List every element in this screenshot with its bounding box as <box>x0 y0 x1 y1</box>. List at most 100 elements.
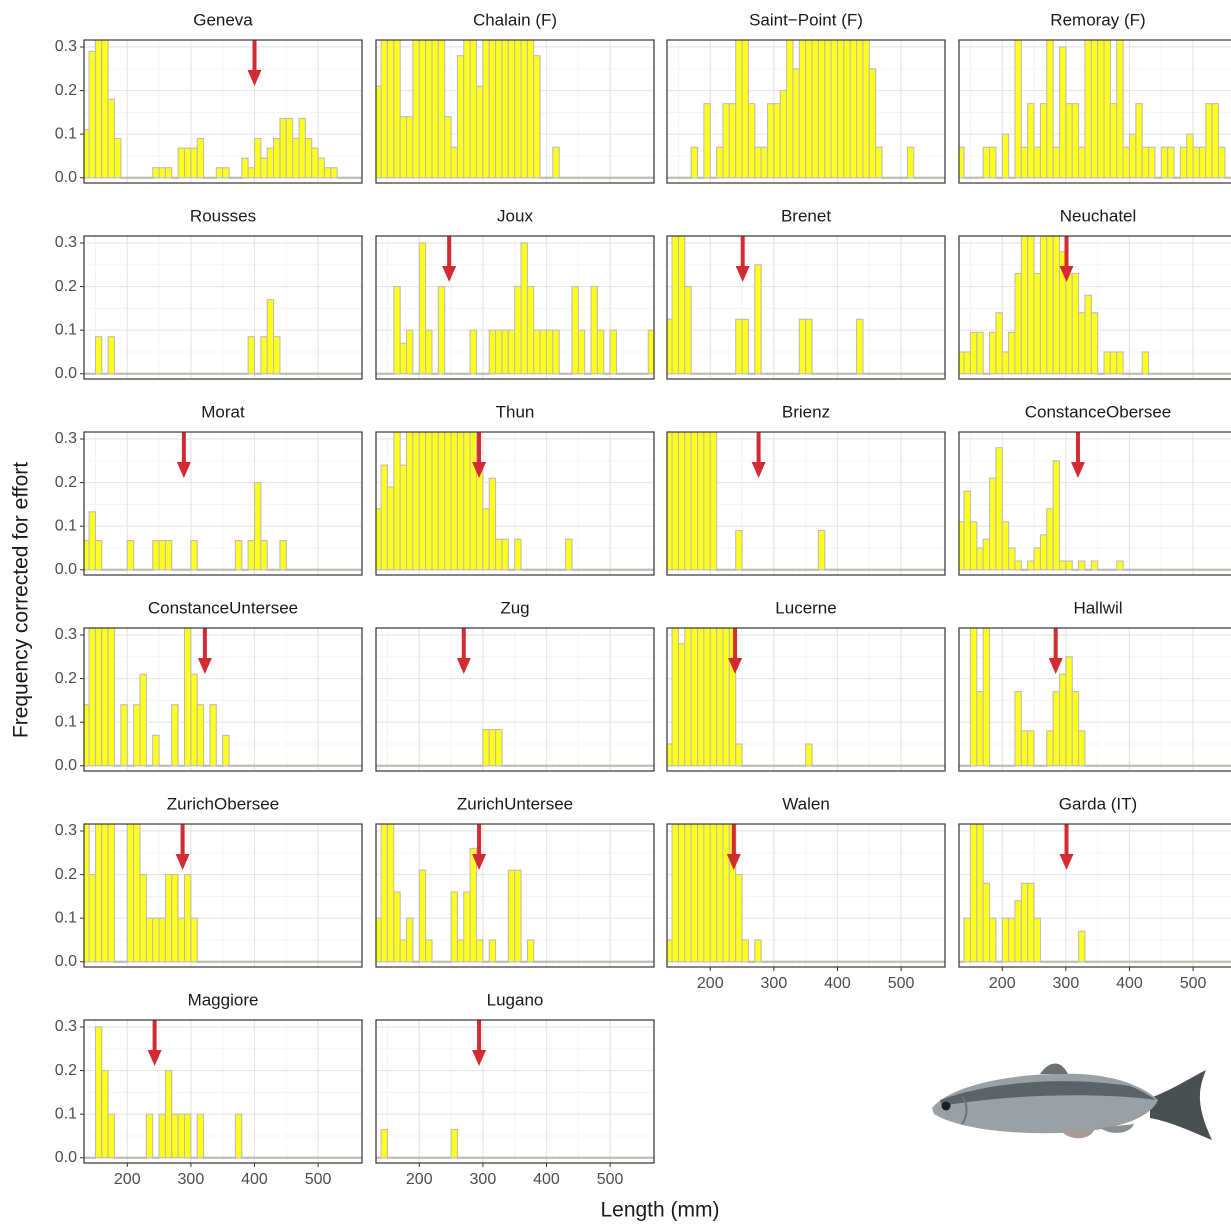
bar <box>571 568 579 571</box>
bar <box>894 764 902 767</box>
bar <box>647 1156 654 1159</box>
bar <box>1046 508 1054 571</box>
bar <box>355 568 362 571</box>
x-tick-label: 300 <box>178 1171 205 1188</box>
bar <box>1039 960 1048 963</box>
bar <box>1116 960 1124 963</box>
bar <box>1141 960 1150 963</box>
bar <box>380 464 389 571</box>
bar <box>88 1156 97 1159</box>
bar <box>444 960 452 963</box>
bar <box>635 568 643 571</box>
bar <box>766 568 775 571</box>
bar <box>113 960 122 963</box>
bar <box>222 167 230 179</box>
bar <box>196 568 205 571</box>
bar <box>703 372 711 375</box>
bar <box>900 568 909 571</box>
bar <box>545 1156 554 1159</box>
bar <box>684 628 692 767</box>
bar <box>1135 960 1143 963</box>
x-tick-label: 500 <box>1180 975 1207 992</box>
plot-area <box>667 824 945 967</box>
bar <box>412 1156 420 1159</box>
bar <box>101 628 109 767</box>
bar <box>1148 568 1156 571</box>
bar <box>830 372 839 375</box>
bar <box>1033 917 1041 963</box>
y-tick-label: 0.2 <box>55 474 77 491</box>
bar <box>690 372 699 375</box>
bar <box>584 372 592 375</box>
facet-panel: Lugano 200 300 400 500 <box>375 990 655 1188</box>
bar <box>728 103 737 179</box>
bar <box>1058 46 1067 179</box>
bar <box>399 342 408 375</box>
bar <box>976 547 984 571</box>
bar <box>488 1156 497 1159</box>
bar <box>868 960 877 963</box>
bar <box>875 764 883 767</box>
bar <box>641 176 649 179</box>
panel-border <box>375 235 655 380</box>
bar <box>862 372 870 375</box>
bar <box>1097 960 1105 963</box>
bar <box>488 329 497 375</box>
bar <box>152 734 160 767</box>
arrow-head <box>175 854 190 870</box>
bar <box>234 960 243 963</box>
bar <box>253 137 262 179</box>
bar <box>558 372 567 375</box>
arrow-head <box>456 658 471 674</box>
bar <box>88 511 97 571</box>
bar <box>279 764 287 767</box>
bar <box>1224 176 1231 179</box>
bar <box>671 824 680 963</box>
bar <box>1224 372 1231 375</box>
bar <box>932 960 940 963</box>
bar <box>811 960 819 963</box>
bar <box>1122 764 1131 767</box>
bar <box>671 236 680 375</box>
bar <box>209 372 217 375</box>
bar <box>1078 930 1086 963</box>
bar <box>273 568 281 571</box>
bar <box>311 568 319 571</box>
bar <box>811 568 819 571</box>
bar <box>963 176 972 179</box>
bar <box>1109 103 1118 179</box>
bar <box>684 824 692 963</box>
bar <box>475 1156 484 1159</box>
bar <box>1160 568 1169 571</box>
bar <box>469 764 478 767</box>
bar <box>709 628 718 767</box>
bar <box>222 960 230 963</box>
median-arrow <box>442 236 457 282</box>
bar <box>696 432 705 571</box>
facet-panel: Brenet <box>666 206 946 380</box>
bar <box>253 960 262 963</box>
bar <box>622 568 630 571</box>
bar <box>1027 236 1035 375</box>
bar <box>234 1113 243 1159</box>
bar <box>641 372 649 375</box>
bar <box>900 176 909 179</box>
bar <box>1116 351 1124 375</box>
bar <box>849 40 858 179</box>
bar <box>463 891 471 963</box>
bar <box>1167 960 1175 963</box>
bar <box>222 372 230 375</box>
y-tick-label: 0.1 <box>55 713 77 730</box>
panel-border <box>375 431 655 576</box>
bar <box>1084 568 1092 571</box>
bar <box>1224 568 1231 571</box>
bar <box>1192 764 1201 767</box>
bar <box>1103 40 1111 179</box>
bar <box>558 764 567 767</box>
bar <box>475 764 484 767</box>
bar <box>1160 372 1169 375</box>
bar <box>425 939 433 963</box>
bar <box>203 1156 211 1159</box>
plot-area <box>84 236 362 379</box>
bar <box>684 176 692 179</box>
